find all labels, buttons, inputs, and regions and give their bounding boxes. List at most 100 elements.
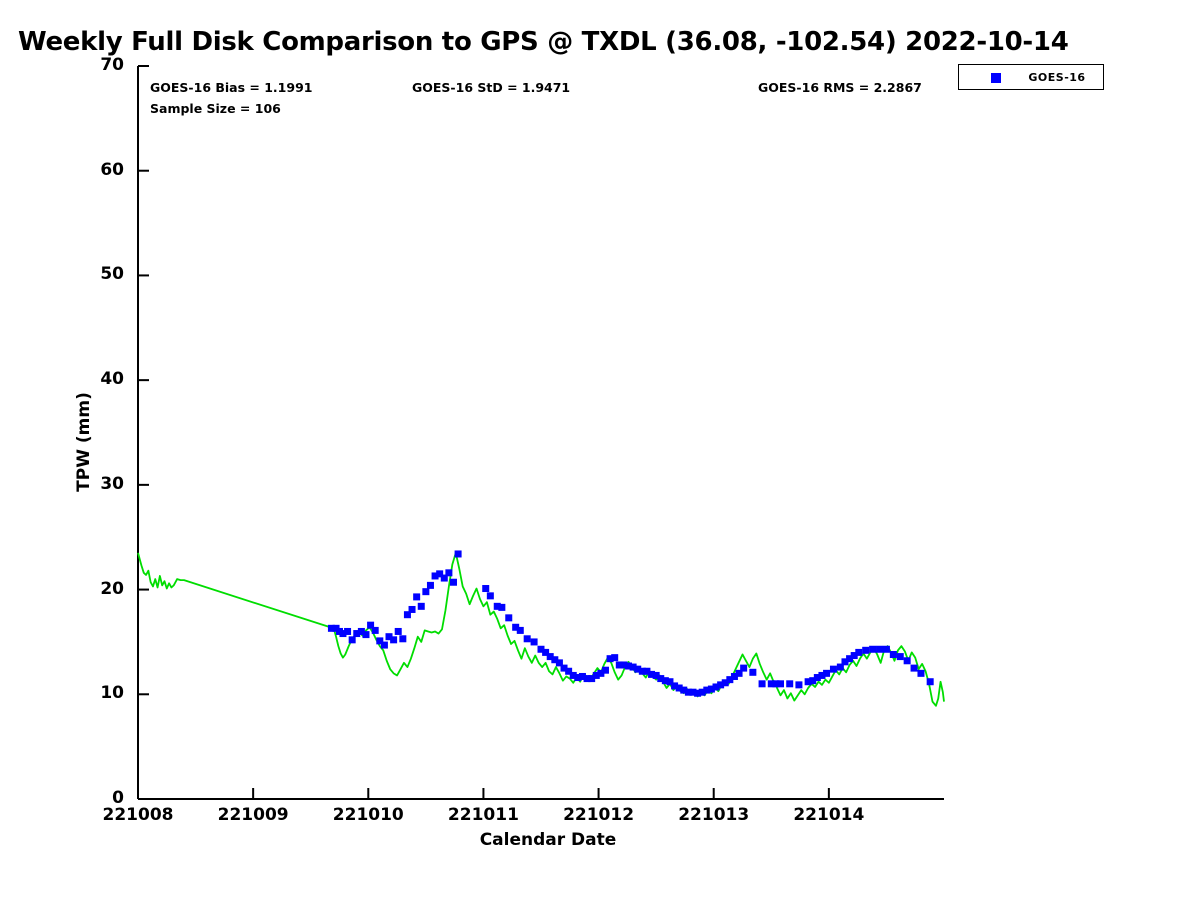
stat-rms: GOES-16 RMS = 2.2867 <box>758 80 922 95</box>
goes16-data-point <box>661 677 669 685</box>
goes16-data-point <box>385 633 393 641</box>
legend[interactable]: GOES-16 <box>958 64 1104 90</box>
goes16-data-point <box>917 669 925 677</box>
goes16-data-point <box>786 680 794 688</box>
goes16-data-point <box>818 671 826 679</box>
goes16-data-point <box>454 550 462 558</box>
goes16-data-point <box>634 665 642 673</box>
x-tick-label: 221014 <box>793 805 865 825</box>
goes16-data-point <box>449 578 457 586</box>
goes16-data-point <box>758 680 766 688</box>
goes16-data-point <box>829 665 837 673</box>
y-tick-label: 70 <box>100 55 124 75</box>
y-tick-label: 30 <box>100 473 124 494</box>
goes16-data-point <box>703 686 711 694</box>
y-tick-label: 10 <box>100 683 124 704</box>
goes16-data-point <box>777 680 784 688</box>
goes16-data-point <box>855 648 863 656</box>
goes16-data-point <box>712 683 720 691</box>
goes16-data-point <box>498 603 506 611</box>
axis-lines <box>137 66 944 800</box>
goes16-data-point <box>889 650 897 658</box>
goes16-data-point <box>657 675 665 683</box>
x-tick-label: 221009 <box>217 805 289 825</box>
goes16-data-point <box>482 585 490 593</box>
goes16-data-point <box>735 669 743 677</box>
goes16-data-point <box>625 662 633 670</box>
goes16-data-point <box>615 661 623 669</box>
y-tick-label: 20 <box>100 578 124 599</box>
goes16-data-point <box>675 684 683 692</box>
goes16-data-point <box>597 669 605 677</box>
goes16-data-point <box>652 671 660 679</box>
goes16-data-point <box>445 569 453 577</box>
goes16-data-point <box>869 645 877 653</box>
goes16-data-point <box>560 664 568 672</box>
goes16-data-point <box>440 574 448 582</box>
goes16-data-point <box>698 688 706 696</box>
goes16-data-point <box>493 602 501 610</box>
goes16-data-point <box>730 672 738 680</box>
x-axis-title: Calendar Date <box>479 830 617 850</box>
goes16-data-point <box>694 689 702 697</box>
goes16-data-point <box>721 679 729 687</box>
stat-sample-size: Sample Size = 106 <box>150 101 281 116</box>
goes16-data-point <box>749 668 757 676</box>
goes16-data-point <box>371 626 379 634</box>
goes16-data-point <box>767 680 775 688</box>
goes16-data-point <box>357 627 365 635</box>
x-tick-label: 221008 <box>102 805 174 825</box>
goes16-data-point <box>684 688 692 696</box>
y-axis-ticks <box>138 65 149 800</box>
goes16-data-point <box>565 667 573 675</box>
goes16-data-point <box>643 667 651 675</box>
goes16-data-point <box>426 581 434 589</box>
goes16-data-point <box>836 663 844 671</box>
goes16-data-point <box>399 635 407 643</box>
legend-label-goes16: GOES-16 <box>1028 71 1086 84</box>
x-tick-label: 221011 <box>447 805 519 825</box>
goes16-data-point <box>910 664 918 672</box>
stat-std: GOES-16 StD = 1.9471 <box>412 80 571 95</box>
goes16-data-point <box>707 685 715 693</box>
goes16-data-point <box>394 627 402 635</box>
goes16-data-point <box>809 677 817 685</box>
goes16-data-point <box>505 614 513 622</box>
goes16-data-point <box>403 611 411 619</box>
goes16-data-point <box>629 663 637 671</box>
goes16-data-point <box>555 659 563 667</box>
goes16-data-point <box>348 636 356 644</box>
goes16-data-point <box>813 674 821 682</box>
goes16-data-point <box>795 681 803 689</box>
goes16-data-point <box>876 645 884 653</box>
goes16-data-point <box>588 675 596 683</box>
goes16-data-point <box>726 676 734 684</box>
y-tick-label: 40 <box>100 369 124 390</box>
page-title: Weekly Full Disk Comparison to GPS @ TXD… <box>18 27 1069 57</box>
goes16-data-point <box>530 638 538 646</box>
goes16-data-point <box>431 572 439 580</box>
goes16-data-point <box>376 637 384 645</box>
goes16-data-point <box>436 570 444 578</box>
goes16-data-point <box>583 675 591 683</box>
goes16-data-point <box>638 667 646 675</box>
goes16-data-point <box>523 635 531 643</box>
goes16-data-point <box>592 671 600 679</box>
goes16-data-point <box>671 682 679 690</box>
goes16-data-point <box>516 626 524 634</box>
stat-bias: GOES-16 Bias = 1.1991 <box>150 80 313 95</box>
goes16-data-point <box>574 674 582 682</box>
goes16-data-point <box>926 678 934 686</box>
x-axis-ticks <box>137 788 830 799</box>
goes16-data-point <box>850 652 858 660</box>
goes16-data-point <box>551 656 559 664</box>
goes16-data-point <box>804 678 812 686</box>
goes16-data-point <box>512 623 520 631</box>
goes16-data-point <box>882 645 890 653</box>
goes16-data-point <box>390 636 398 644</box>
gps-polyline <box>137 552 945 707</box>
goes16-data-point <box>620 661 628 669</box>
goes16-data-point <box>569 671 577 679</box>
goes16-data-point <box>862 646 870 654</box>
